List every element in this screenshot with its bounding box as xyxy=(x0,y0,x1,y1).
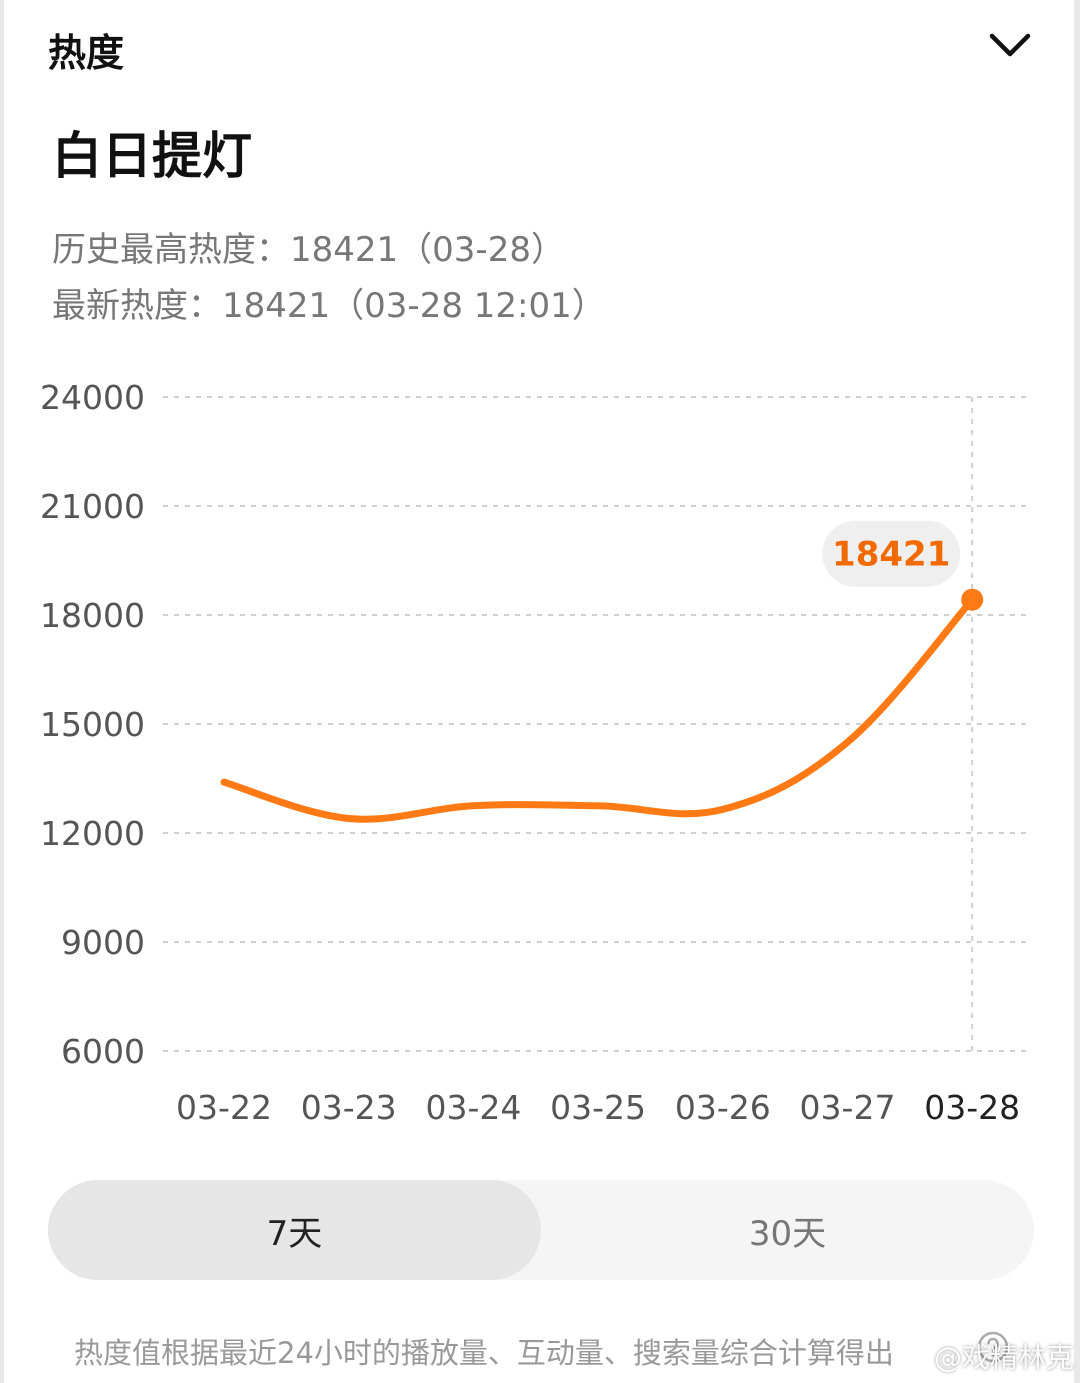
x-tick-label: 03-27 xyxy=(800,1088,896,1127)
range-toggle: 7天 30天 xyxy=(48,1180,1034,1280)
latest-heat-stat: 最新热度：18421（03-28 12:01） xyxy=(52,286,606,326)
x-tick-label: 03-28 xyxy=(924,1088,1020,1127)
watermark: @戏精林克 xyxy=(934,1341,1075,1374)
x-tick-label: 03-22 xyxy=(176,1088,272,1127)
y-tick-label: 18000 xyxy=(40,596,145,635)
section-title: 热度 xyxy=(48,31,125,75)
help-icon[interactable] xyxy=(976,1330,1010,1364)
data-label: 18421 xyxy=(832,535,950,575)
x-tick-label: 03-26 xyxy=(675,1088,771,1127)
range-30-days-button[interactable]: 30天 xyxy=(748,1213,827,1254)
y-tick-label: 24000 xyxy=(40,378,145,417)
y-tick-label: 21000 xyxy=(40,487,145,526)
y-tick-label: 6000 xyxy=(61,1032,145,1071)
x-tick-label: 03-24 xyxy=(425,1088,521,1127)
x-tick-label: 03-25 xyxy=(550,1088,646,1127)
drama-title: 白日提灯 xyxy=(52,127,252,185)
range-7-days-button[interactable]: 7天 xyxy=(48,1180,541,1280)
x-tick-label: 03-23 xyxy=(301,1088,397,1127)
y-tick-label: 15000 xyxy=(40,705,145,744)
series-line xyxy=(220,596,976,823)
heat-footnote: 热度值根据最近24小时的播放量、互动量、搜索量综合计算得出 xyxy=(74,1336,894,1370)
y-tick-label: 12000 xyxy=(40,814,145,853)
chevron-down-icon[interactable] xyxy=(986,22,1034,70)
data-point-highlight xyxy=(961,588,984,611)
heat-line-chart: 6000 9000 12000 15000 18000 21000 24000 03-22 03… xyxy=(40,378,1032,1127)
peak-heat-stat: 历史最高热度：18421（03-28） xyxy=(52,230,565,270)
y-tick-label: 9000 xyxy=(61,923,145,962)
data-label-bubble xyxy=(822,520,961,587)
